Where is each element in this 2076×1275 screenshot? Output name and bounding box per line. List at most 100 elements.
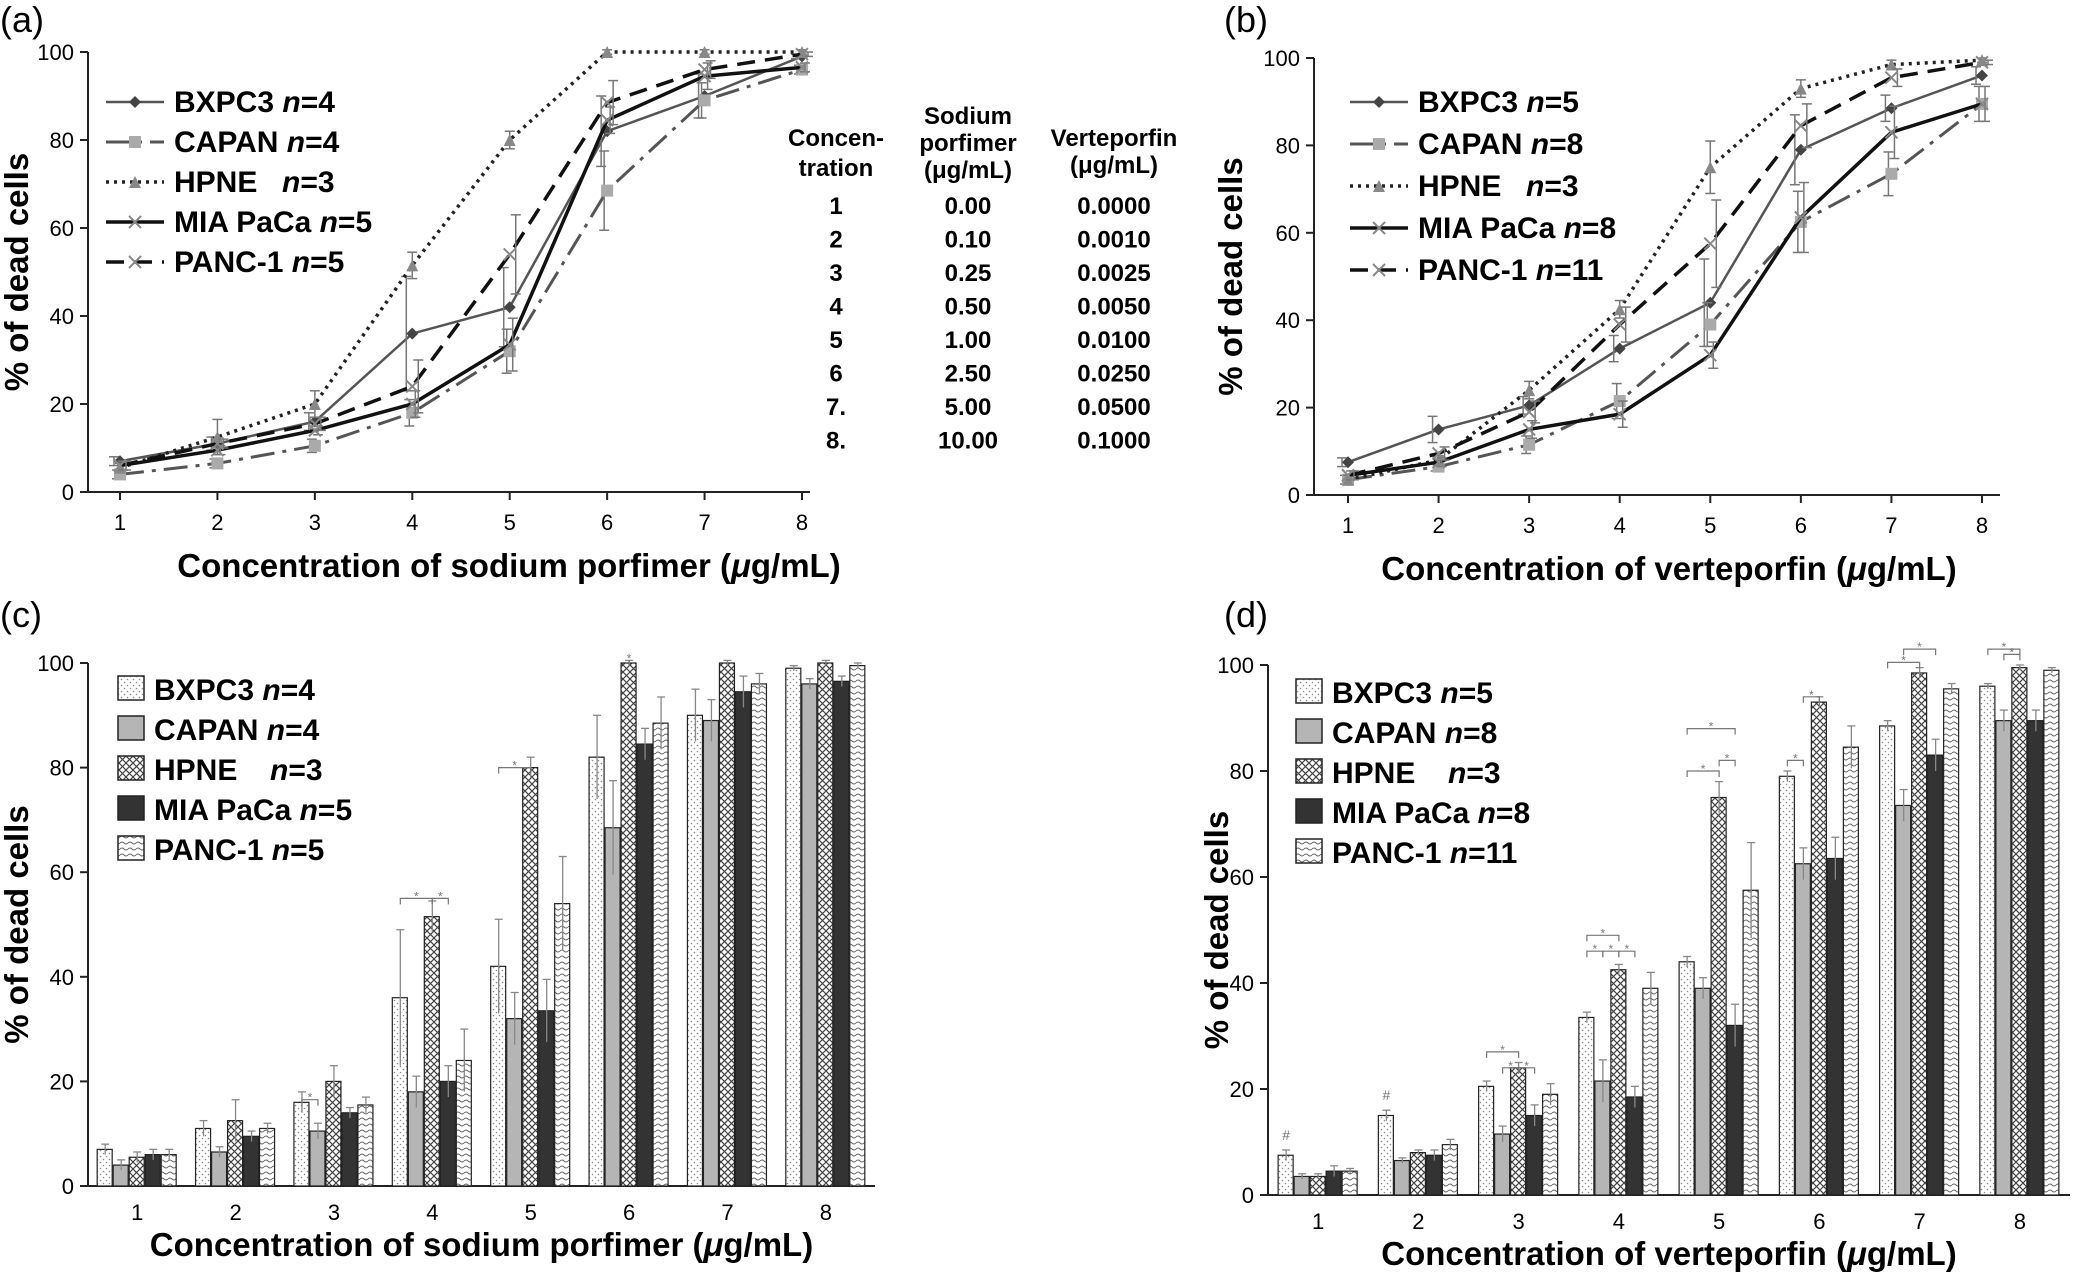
marker-diamond	[1432, 423, 1445, 436]
series-mia-paca	[144, 675, 850, 1187]
series-hpne	[1309, 664, 2028, 1196]
marker-x	[503, 337, 517, 352]
series-panc-1	[1341, 55, 1993, 483]
marker-square	[698, 94, 711, 107]
table-cell: 0.0000	[1077, 193, 1150, 220]
marker-x	[405, 379, 419, 394]
x-tick-label: 3	[309, 510, 321, 535]
significance-star: *	[2010, 645, 2015, 659]
significance-star: *	[1500, 1043, 1505, 1057]
table-cell: 4	[829, 294, 843, 321]
marker-triangle	[1976, 54, 1988, 67]
significance-star: *	[1709, 720, 1714, 734]
bar	[1494, 1133, 1511, 1196]
y-tick-label: 0	[62, 1174, 74, 1199]
y-tick-label: 80	[50, 128, 74, 153]
y-tick-label: 20	[50, 1069, 74, 1094]
marker-x	[1975, 55, 1989, 70]
legend-label: HPNE n=3	[1418, 170, 1579, 203]
marker-triangle	[308, 398, 321, 410]
significance-bracket	[1987, 648, 2021, 656]
table-cell: 0.1000	[1077, 428, 1150, 455]
bar	[2043, 669, 2060, 1196]
y-tick-label: 40	[50, 304, 74, 329]
table-cell: 2	[829, 227, 842, 254]
legend-swatch	[117, 675, 145, 701]
series-mia-paca	[1325, 709, 2044, 1196]
legend-label: MIA PaCa n=5	[174, 206, 372, 239]
legend-swatch	[1295, 838, 1323, 864]
y-tick-label: 60	[1230, 865, 1254, 890]
y-tick-label: 20	[50, 392, 74, 417]
y-tick-label: 20	[1276, 396, 1300, 421]
bar	[357, 1104, 374, 1187]
significance-star: *	[512, 759, 517, 773]
marker-diamond	[503, 301, 516, 314]
bar	[718, 662, 736, 1187]
significance-star: *	[1508, 1059, 1513, 1073]
legend-swatch	[117, 795, 145, 821]
series-bxpc3	[1277, 682, 1996, 1196]
marker-x	[1975, 97, 1989, 111]
annotation-hash: #	[1282, 1127, 1290, 1143]
series-line	[119, 68, 803, 476]
x-tick-label: 8	[2014, 1209, 2026, 1234]
significance-star: *	[1793, 751, 1798, 765]
bar	[1911, 672, 1928, 1196]
significance-star: *	[627, 651, 632, 665]
table-cell: 0.0025	[1077, 260, 1150, 287]
table-cell: 0.0100	[1077, 327, 1150, 354]
bar	[750, 683, 768, 1187]
marker-x	[1703, 237, 1717, 251]
x-tick-label: 4	[1613, 1209, 1625, 1234]
bar	[1678, 961, 1695, 1196]
bar	[604, 827, 621, 1187]
marker-x	[128, 255, 142, 269]
x-axis-title: Concentration of verteporfin (μg/mL)	[1381, 550, 1956, 587]
legend-label: BXPC3 n=4	[154, 674, 315, 707]
x-tick-label: 7	[1914, 1209, 1926, 1234]
legend-swatch	[117, 755, 145, 781]
x-tick-label: 3	[1523, 513, 1535, 538]
marker-triangle	[114, 461, 126, 474]
y-tick-label: 100	[37, 40, 74, 65]
significance-star: *	[1701, 762, 1706, 776]
marker-triangle	[503, 134, 516, 146]
table-cell: 0.0500	[1077, 394, 1150, 421]
marker-x	[1613, 317, 1627, 332]
legend-label: PANC-1 n=11	[1418, 254, 1603, 287]
marker-diamond	[1976, 69, 1988, 82]
bar	[1542, 1093, 1559, 1196]
table-cell: 0.0250	[1077, 361, 1150, 388]
significance-bracket	[498, 767, 532, 774]
legend-label: MIA PaCa n=8	[1332, 797, 1530, 830]
series-bxpc3	[96, 664, 802, 1187]
y-axis-title: % of dead cells	[0, 805, 35, 1043]
bar	[1794, 863, 1811, 1196]
table-header: tration	[799, 155, 874, 182]
marker-x	[1794, 119, 1808, 133]
y-tick-label: 80	[50, 756, 74, 781]
x-tick-label: 1	[1342, 513, 1354, 538]
legend-label: BXPC3 n=5	[1332, 677, 1493, 710]
table-cell: 2.50	[945, 361, 992, 388]
legend-label: MIA PaCa n=8	[1418, 212, 1616, 245]
marker-diamond	[129, 96, 141, 108]
marker-triangle	[1885, 58, 1898, 71]
bar	[1309, 1175, 1326, 1196]
marker-x	[405, 397, 419, 411]
legend-label: BXPC3 n=5	[1418, 86, 1579, 119]
significance-bracket	[1718, 759, 1736, 767]
bar	[686, 714, 704, 1187]
bar	[1642, 987, 1659, 1196]
table-cell: 0.50	[945, 294, 992, 321]
legend-swatch	[1295, 678, 1323, 704]
legend-label: HPNE n=3	[154, 754, 323, 787]
y-tick-label: 100	[1217, 653, 1254, 678]
marker-diamond	[1885, 102, 1898, 115]
y-tick-label: 40	[1276, 308, 1300, 333]
bar	[1277, 1154, 1294, 1196]
marker-diamond	[406, 327, 419, 340]
bar	[1441, 1144, 1458, 1196]
bar	[1995, 720, 2012, 1196]
